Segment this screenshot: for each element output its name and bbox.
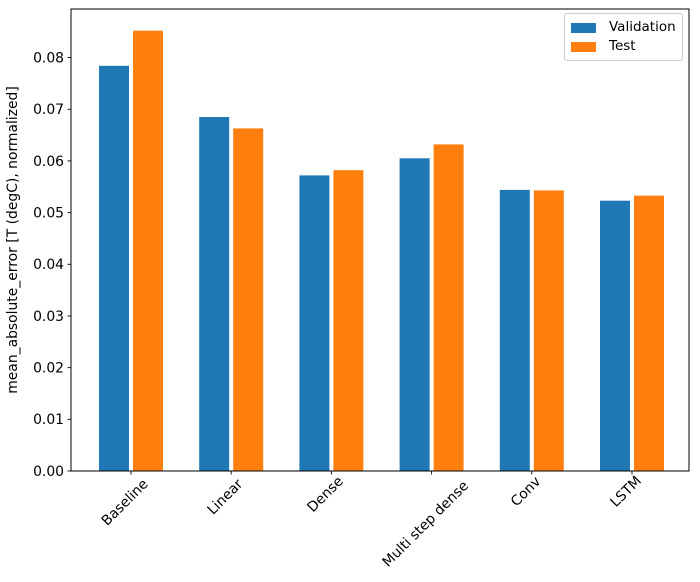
y-tick-label-0.06: 0.06 xyxy=(33,154,64,170)
bar-test-baseline xyxy=(133,30,163,471)
y-tick-label-0.02: 0.02 xyxy=(33,361,64,377)
bar-test-lstm xyxy=(634,195,664,471)
y-tick-label-0.00: 0.00 xyxy=(33,464,64,480)
legend-item-test: Test xyxy=(571,37,674,56)
bar-validation-dense xyxy=(299,175,330,471)
bar-test-linear xyxy=(233,128,264,471)
test-swatch xyxy=(571,41,596,52)
legend-item-validation: Validation xyxy=(571,18,676,37)
x-tick-label-linear: Linear xyxy=(204,476,246,518)
bar-test-dense xyxy=(333,170,364,471)
bar-validation-lstm xyxy=(600,200,630,471)
x-tick-label-multi-step-dense: Multi step dense xyxy=(380,478,472,570)
bar-validation-multi-step-dense xyxy=(399,158,430,472)
validation-swatch xyxy=(571,22,596,33)
x-tick-label-lstm: LSTM xyxy=(607,473,644,510)
bar-test-conv xyxy=(533,190,564,471)
y-axis-label: mean_absolute_error [T (degC), normalize… xyxy=(5,86,21,394)
x-tick-label-conv: Conv xyxy=(508,474,544,510)
y-tick-label-0.03: 0.03 xyxy=(33,309,64,325)
legend-label-test: Test xyxy=(609,37,636,54)
y-tick-label-0.07: 0.07 xyxy=(33,102,64,118)
y-tick-label-0.04: 0.04 xyxy=(33,257,64,273)
axes-spines xyxy=(70,8,690,472)
bars-layer xyxy=(99,30,664,472)
y-tick-label-0.08: 0.08 xyxy=(33,51,64,67)
bar-validation-baseline xyxy=(99,65,129,472)
x-tick-label-dense: Dense xyxy=(304,473,346,515)
y-tick-label-0.01: 0.01 xyxy=(33,412,64,428)
y-tick-label-0.05: 0.05 xyxy=(33,206,64,222)
legend: Validation Test xyxy=(564,13,683,61)
bar-test-multi-step-dense xyxy=(433,144,464,471)
legend-label-validation: Validation xyxy=(609,18,676,35)
bar-validation-linear xyxy=(199,117,230,471)
x-tick-label-baseline: Baseline xyxy=(99,476,152,529)
bar-validation-conv xyxy=(499,189,530,471)
